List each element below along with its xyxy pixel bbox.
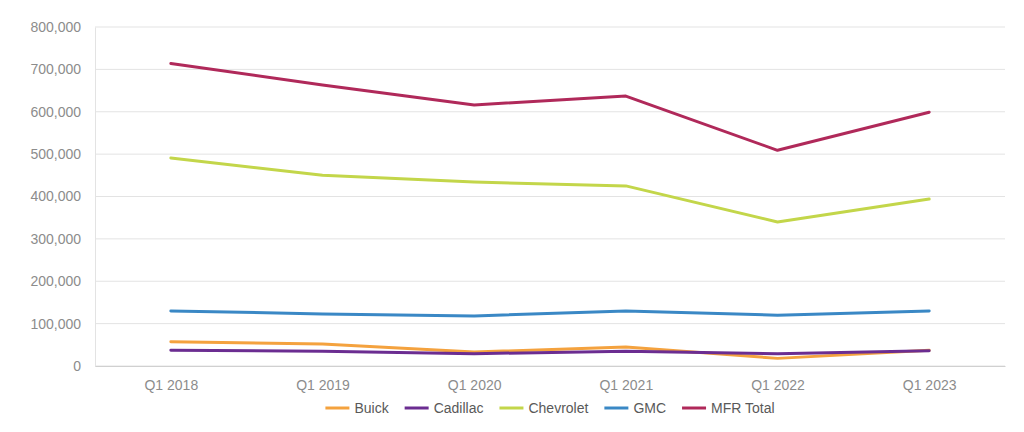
y-tick: 100,000 — [30, 316, 95, 332]
x-tick-label: Q1 2020 — [448, 377, 502, 393]
x-tick-label: Q1 2018 — [144, 377, 198, 393]
x-tick-label: Q1 2022 — [751, 377, 805, 393]
grid-line — [95, 196, 1005, 197]
grid-line — [95, 281, 1005, 282]
grid-line — [95, 27, 1005, 28]
grid-line — [95, 154, 1005, 155]
lines — [171, 63, 929, 358]
y-tick-label: 500,000 — [30, 146, 81, 162]
grid-line — [95, 238, 1005, 239]
legend: Buick Cadillac Chevrolet GMC MFR Total — [325, 400, 774, 416]
legend-swatch — [604, 407, 628, 410]
legend-label: Cadillac — [434, 400, 484, 416]
grid-line — [95, 69, 1005, 70]
y-tick-label: 100,000 — [30, 316, 81, 332]
grid-line — [95, 111, 1005, 112]
y-tick: 500,000 — [30, 146, 95, 162]
y-tick-label: 300,000 — [30, 231, 81, 247]
legend-item: MFR Total — [682, 400, 775, 416]
x-axis-line — [96, 366, 1006, 367]
x-tick-label: Q1 2019 — [296, 377, 350, 393]
legend-item: Cadillac — [405, 400, 484, 416]
grid — [95, 27, 1005, 366]
y-tick-label: 200,000 — [30, 273, 81, 289]
x-tick: Q1 2021 — [599, 377, 653, 393]
y-tick-label: 0 — [73, 358, 81, 374]
series-line — [171, 63, 929, 150]
x-axis: Q1 2018 Q1 2019 Q1 2020 Q1 2021 Q1 2022 Q1 20… — [96, 367, 1006, 393]
plot: 0 100,000 200,000 300,000 400,000 500,000 600,… — [30, 19, 1005, 393]
x-tick: Q1 2018 — [144, 377, 198, 393]
legend-item: GMC — [604, 400, 666, 416]
legend-label: GMC — [633, 400, 666, 416]
legend-swatch — [499, 407, 523, 410]
y-tick-label: 800,000 — [30, 19, 81, 35]
y-axis: 0 100,000 200,000 300,000 400,000 500,000 600,… — [30, 19, 95, 374]
series-line — [171, 342, 929, 359]
x-tick-label: Q1 2021 — [599, 377, 653, 393]
legend-label: Chevrolet — [528, 400, 588, 416]
series-line — [171, 158, 929, 222]
legend-item: Buick — [325, 400, 389, 416]
y-tick: 400,000 — [30, 188, 95, 204]
grid-line — [95, 323, 1005, 324]
x-tick: Q1 2023 — [903, 377, 957, 393]
legend-swatch — [405, 407, 429, 410]
chart: 0 100,000 200,000 300,000 400,000 500,000 600,… — [0, 0, 1024, 432]
series-line — [171, 311, 929, 316]
legend-swatch — [682, 407, 706, 410]
y-tick: 300,000 — [30, 231, 95, 247]
y-tick: 600,000 — [30, 104, 95, 120]
x-tick-label: Q1 2023 — [903, 377, 957, 393]
y-tick: 0 — [73, 358, 95, 374]
y-tick-label: 400,000 — [30, 188, 81, 204]
x-tick: Q1 2019 — [296, 377, 350, 393]
legend-label: Buick — [354, 400, 389, 416]
y-tick: 800,000 — [30, 19, 95, 35]
grid-line — [95, 366, 1005, 367]
x-tick: Q1 2022 — [751, 377, 805, 393]
legend-label: MFR Total — [711, 400, 775, 416]
series-line — [171, 350, 929, 353]
x-tick: Q1 2020 — [448, 377, 502, 393]
y-tick-label: 700,000 — [30, 61, 81, 77]
y-tick: 200,000 — [30, 273, 95, 289]
y-tick: 700,000 — [30, 61, 95, 77]
y-tick-label: 600,000 — [30, 104, 81, 120]
legend-swatch — [325, 407, 349, 410]
y-axis-line — [95, 28, 96, 367]
legend-item: Chevrolet — [499, 400, 588, 416]
